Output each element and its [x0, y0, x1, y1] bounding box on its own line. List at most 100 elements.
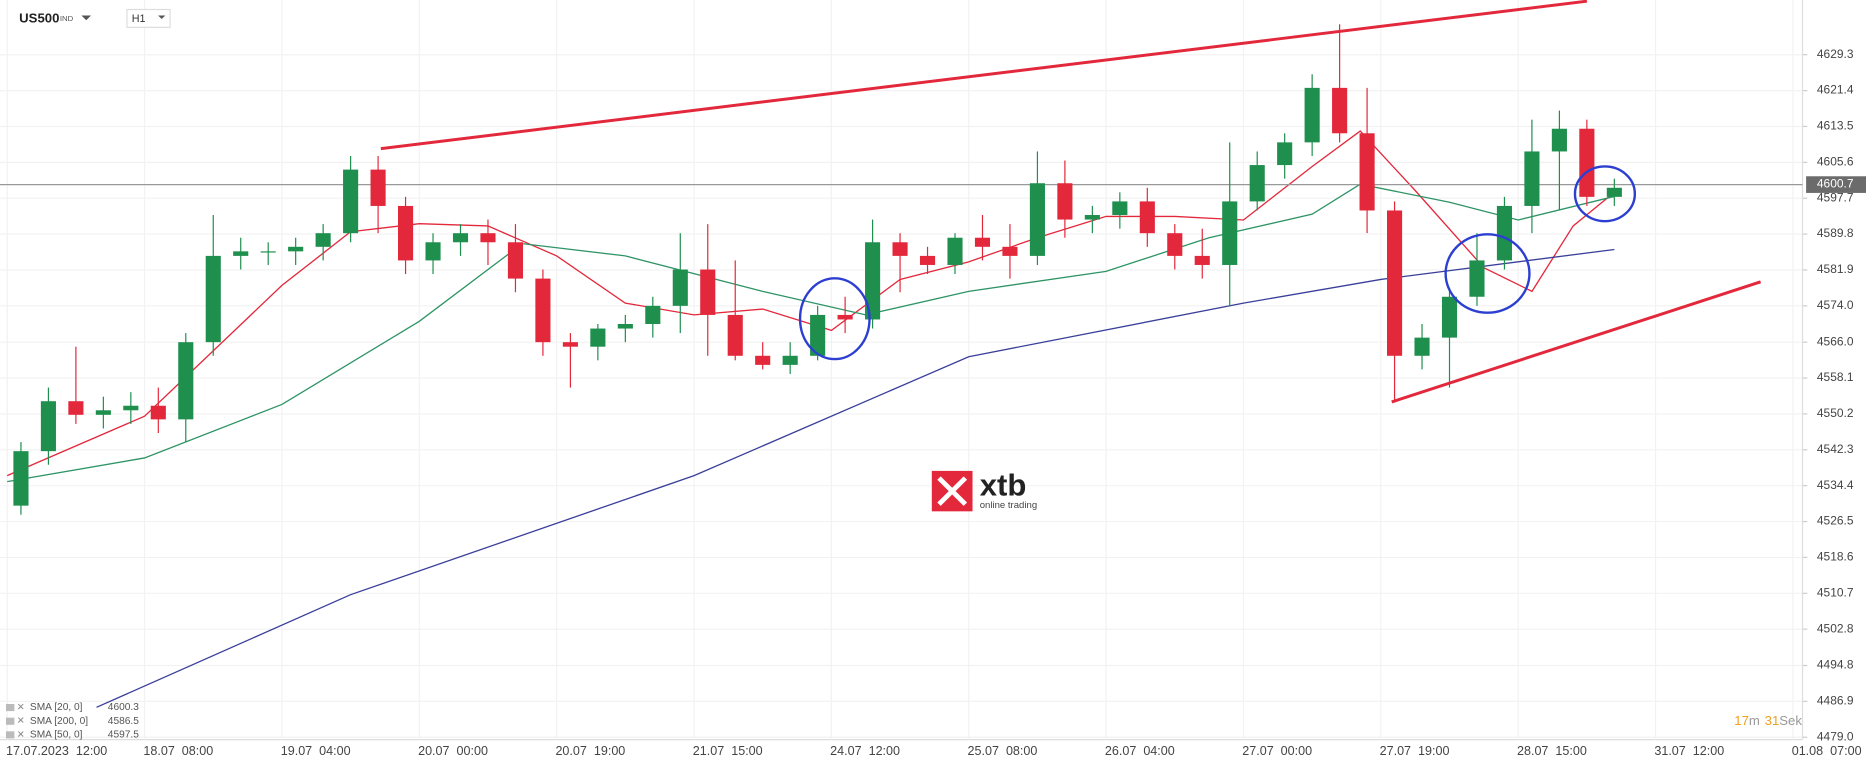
y-tick-label: 4526.5: [1817, 514, 1854, 528]
header: US500 IND H1: [19, 8, 171, 28]
legend-close: ✕: [17, 702, 25, 713]
dropdown-arrow: [158, 15, 166, 20]
interval-select[interactable]: [126, 8, 171, 28]
legend-label: SMA [50, 0]: [30, 730, 83, 741]
candle-body: [865, 242, 881, 320]
candle-body: [452, 233, 469, 243]
logo: xtb online trading: [931, 468, 1037, 512]
legend-label: SMA [20, 0]: [30, 702, 83, 713]
candle-body: [837, 314, 853, 320]
x-tick-label: 26.07 04:00: [1105, 744, 1175, 758]
last-price-label: 4600.7: [1817, 177, 1854, 191]
candle-body: [343, 169, 359, 234]
candle-body: [1551, 128, 1567, 152]
interval: H1: [132, 13, 146, 25]
trend-line: [380, 0, 1588, 151]
candle-body: [782, 355, 798, 365]
y-tick-label: 4597.7: [1817, 190, 1854, 204]
candle-body: [123, 405, 139, 411]
y-tick-label: 4621.4: [1817, 83, 1854, 97]
candle-body: [68, 401, 84, 415]
candle-body: [1112, 201, 1128, 216]
symbol-class: IND: [60, 14, 74, 23]
candle-body: [1606, 187, 1622, 197]
candle-body: [507, 242, 524, 279]
legend-value: 4600.3: [108, 702, 139, 713]
candle-body: [1029, 183, 1045, 256]
candle-body: [13, 451, 29, 506]
candle-body: [1057, 183, 1073, 220]
candle-body: [1414, 337, 1430, 356]
timer-unit: Sek: [1779, 713, 1802, 728]
y-tick-label: 4502.8: [1817, 621, 1854, 635]
candle-body: [1469, 260, 1485, 297]
candle-body: [1524, 151, 1540, 206]
candle-body: [425, 242, 441, 261]
y-tick-label: 4581.9: [1817, 262, 1854, 276]
y-tick-label: 4566.0: [1817, 334, 1854, 348]
y-tick-label: 4613.5: [1817, 119, 1854, 133]
y-tick-label: 4629.3: [1817, 47, 1854, 61]
timer-text: 17m 31Sek: [1734, 713, 1802, 728]
candle-body: [892, 242, 908, 256]
x-tick-label: 21.07 15:00: [693, 744, 763, 758]
timer-minutes: 17: [1734, 713, 1749, 728]
dropdown-arrow[interactable]: [81, 15, 92, 21]
circle-marker: [1573, 165, 1637, 223]
logo-brand: xtb: [980, 468, 1027, 503]
y-tick-label: 4494.8: [1817, 658, 1854, 672]
candle-body: [1441, 296, 1458, 338]
candle-body: [288, 246, 304, 252]
candle-body: [700, 269, 716, 315]
candle-body: [1304, 87, 1320, 143]
x-tick-label: 28.07 15:00: [1517, 744, 1587, 758]
x-tick-label: 25.07 08:00: [968, 744, 1038, 758]
candle-body: [95, 410, 111, 415]
symbol: US500: [19, 11, 59, 26]
candle-body: [590, 328, 606, 347]
legend-close: ✕: [17, 716, 25, 727]
circle-marker: [1444, 233, 1531, 314]
legend-value: 4597.5: [108, 730, 139, 741]
x-tick-label: 01.08 07:00: [1792, 744, 1862, 758]
candle-body: [727, 314, 743, 356]
y-tick-label: 4518.6: [1817, 550, 1854, 564]
candle-body: [755, 355, 771, 365]
candle-body: [1277, 142, 1293, 166]
legend-icon: [5, 703, 15, 712]
y-tick-label: 4542.3: [1817, 442, 1854, 456]
y-tick-label: 4558.1: [1817, 370, 1854, 384]
candle-body: [974, 237, 991, 247]
annotations: [380, 0, 1762, 404]
x-tick-label: 20.07 00:00: [418, 744, 488, 758]
candle-body: [315, 233, 331, 247]
x-tick-label: 24.07 12:00: [830, 744, 900, 758]
legend-label: SMA [200, 0]: [30, 716, 88, 727]
candle-body: [1222, 201, 1238, 265]
candle-body: [1167, 233, 1183, 256]
candle-body: [178, 342, 194, 420]
x-tick-label: 19.07 04:00: [281, 744, 351, 758]
y-tick-label: 4534.4: [1817, 478, 1854, 492]
legend: ✕ SMA [20, 0] 4600.3 ✕ SMA [200, 0] 4586.5 ✕ SM…: [5, 702, 139, 741]
timer: 17m 31Sek: [1734, 713, 1802, 728]
candle-body: [1496, 205, 1513, 261]
candle-body: [1579, 128, 1595, 197]
timer-seconds: 31: [1765, 713, 1780, 728]
candle-body: [1249, 165, 1265, 202]
candle-body: [535, 278, 551, 343]
candle-body: [1139, 201, 1155, 234]
candle-body: [1084, 215, 1100, 220]
y-tick-label: 4510.7: [1817, 585, 1854, 599]
timer-unit: m: [1749, 713, 1760, 728]
last-price-tag: [1806, 176, 1866, 193]
candle-body: [1002, 246, 1018, 256]
sma-line: [96, 248, 1615, 708]
candle-body: [150, 405, 166, 420]
legend-icon: [5, 717, 15, 725]
y-tick-label: 4605.6: [1817, 155, 1854, 169]
x-tick-label: 18.07 08:00: [143, 744, 213, 758]
